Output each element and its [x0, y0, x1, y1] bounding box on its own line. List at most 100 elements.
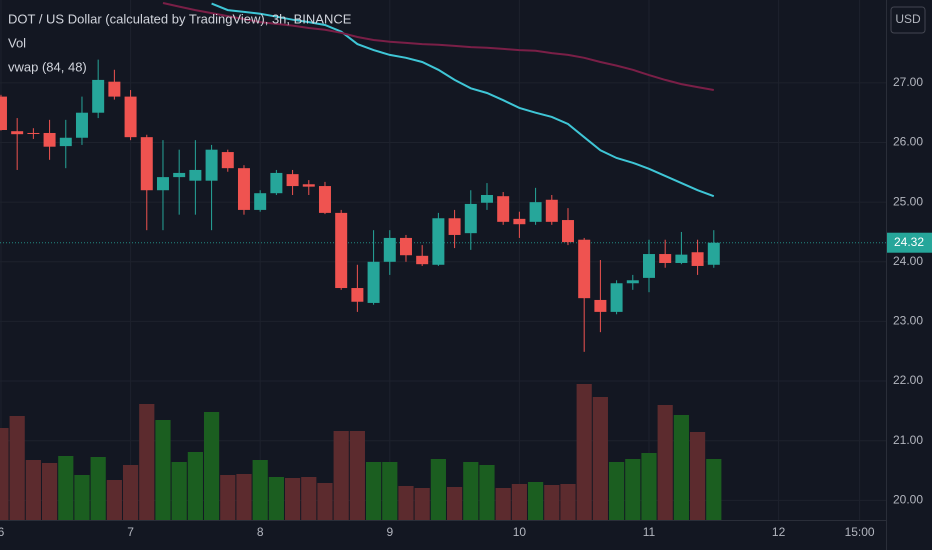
volume-bar — [673, 415, 689, 520]
y-tick-label: 27.00 — [893, 75, 923, 89]
volume-bar — [58, 456, 74, 520]
volume-bar — [446, 487, 463, 520]
candle-body — [59, 137, 72, 147]
candle-body — [108, 81, 121, 97]
candle-body — [140, 137, 153, 191]
candle-body — [707, 242, 720, 265]
candle-body — [205, 149, 218, 181]
candle-body — [561, 220, 574, 243]
candle-body — [156, 177, 169, 191]
volume-bar — [187, 452, 203, 520]
candle-body — [578, 239, 591, 299]
candle-layer — [0, 59, 720, 352]
candle-body — [659, 254, 672, 263]
candle-body — [335, 212, 348, 289]
volume-bar — [74, 475, 90, 520]
currency-label: USD — [895, 12, 921, 26]
candle-body — [675, 254, 688, 263]
volume-bar — [301, 477, 317, 520]
volume-bar — [463, 462, 479, 520]
candle-body — [416, 255, 429, 265]
volume-bar — [0, 428, 9, 520]
volume-bar — [641, 453, 657, 520]
candle-body — [626, 280, 639, 284]
candle-body — [11, 131, 24, 135]
volume-bar — [398, 486, 414, 520]
volume-bar — [203, 412, 220, 520]
volume-bar — [90, 457, 106, 520]
candle-body — [254, 193, 267, 210]
candle-body — [383, 237, 396, 262]
candle-body — [0, 96, 7, 130]
volume-bar — [414, 488, 430, 520]
volume-bar — [139, 404, 155, 520]
x-tick-label: 6 — [0, 525, 5, 539]
candle-body — [432, 218, 445, 265]
candle-body — [286, 174, 299, 187]
volume-bar — [284, 478, 301, 520]
candle-body — [237, 168, 250, 210]
volume-bar — [608, 462, 625, 520]
volume-bar — [430, 459, 446, 520]
volume-bar — [511, 484, 527, 520]
grid — [0, 0, 886, 520]
volume-bar — [171, 462, 187, 520]
vwap-line — [162, 2, 714, 91]
volume-layer — [0, 384, 722, 520]
vwap-line — [211, 2, 715, 198]
volume-bar — [657, 405, 673, 520]
volume-bar — [689, 432, 706, 520]
volume-bar — [25, 460, 41, 520]
volume-bar — [706, 459, 722, 520]
volume-bar — [576, 384, 592, 520]
y-tick-label: 20.00 — [893, 492, 923, 506]
currency-button[interactable] — [890, 6, 926, 34]
volume-bar — [349, 431, 365, 520]
x-tick-label: 15:00 — [845, 525, 875, 539]
candle-body — [399, 237, 412, 256]
volume-bar — [479, 465, 495, 520]
volume-bar — [560, 484, 576, 520]
indicator-layer — [162, 2, 715, 198]
candle-body — [545, 199, 558, 222]
candle-body — [691, 252, 704, 266]
volume-bar — [592, 397, 608, 520]
candle-body — [351, 288, 364, 302]
volume-bar — [268, 477, 284, 520]
candle-body — [189, 169, 202, 181]
volume-bar — [252, 460, 268, 520]
candle-body — [43, 132, 56, 147]
candle-body — [529, 202, 542, 222]
candle-body — [497, 196, 510, 222]
candle-body — [448, 218, 461, 235]
y-tick-label: 21.00 — [893, 433, 923, 447]
volume-bar — [382, 462, 398, 520]
candle-body — [594, 299, 607, 312]
candle-body — [92, 79, 105, 113]
volume-bar — [527, 482, 544, 520]
candle-body — [513, 218, 526, 225]
x-tick-label: 10 — [513, 525, 527, 539]
x-tick-label: 7 — [127, 525, 134, 539]
candle-body — [27, 132, 40, 134]
volume-bar — [220, 475, 236, 520]
y-tick-label: 26.00 — [893, 135, 923, 149]
legend: DOT / US Dollar (calculated by TradingVi… — [8, 11, 352, 74]
volume-bar — [122, 465, 139, 520]
candle-body — [642, 254, 655, 278]
candle-body — [302, 184, 315, 187]
volume-bar — [41, 463, 58, 520]
candle-body — [367, 261, 380, 303]
last-price-label: 24.32 — [894, 235, 924, 249]
y-tick-label: 25.00 — [893, 194, 923, 208]
candle-body — [480, 195, 493, 203]
candle-body — [318, 186, 331, 213]
y-tick-label: 23.00 — [893, 314, 923, 328]
x-tick-label: 9 — [386, 525, 393, 539]
candle-body — [270, 172, 283, 194]
chart-title: DOT / US Dollar (calculated by TradingVi… — [8, 11, 352, 26]
volume-bar — [365, 462, 382, 520]
